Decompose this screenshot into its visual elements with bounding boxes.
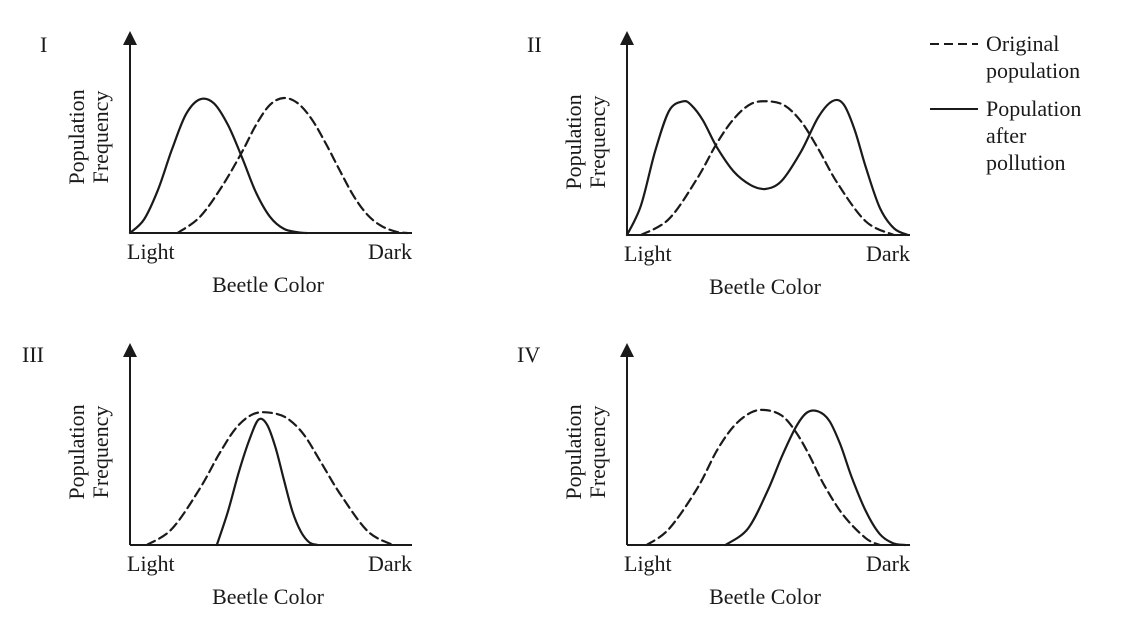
x-tick-label-dark: Dark — [368, 239, 412, 264]
x-axis-label: Beetle Color — [709, 274, 821, 299]
panel-title: IV — [517, 342, 540, 367]
legend: Original population Population after pol… — [930, 31, 1081, 175]
legend-label-line-2: after — [986, 123, 1027, 148]
x-axis-label: Beetle Color — [212, 272, 324, 297]
panel-ii: II Population Frequency Light Dark Beetl… — [527, 31, 910, 299]
y-axis-label-line-2: Frequency — [585, 96, 610, 189]
series-original-population — [176, 96, 409, 235]
y-axis-label-line-2: Frequency — [88, 406, 113, 499]
panel-title: III — [22, 342, 44, 367]
y-axis-label-line-1: Population — [561, 404, 586, 499]
x-tick-label-dark: Dark — [866, 241, 910, 266]
x-tick-label-light: Light — [624, 241, 672, 266]
panel-iii: III Population Frequency Light Dark Beet… — [22, 342, 412, 609]
x-tick-label-dark: Dark — [368, 551, 412, 576]
series-population-after-pollution — [215, 417, 319, 547]
y-axis-label-line-1: Population — [561, 94, 586, 189]
x-tick-label-light: Light — [127, 551, 175, 576]
series-population-after-pollution — [128, 97, 308, 235]
legend-label-line-1: Original — [986, 31, 1059, 56]
x-axis-label: Beetle Color — [212, 584, 324, 609]
panel-title: II — [527, 32, 542, 57]
legend-entry-population-after-pollution: Population after pollution — [930, 96, 1081, 175]
legend-label-line-1: Population — [986, 96, 1081, 121]
series-original-population — [639, 100, 896, 237]
series-original-population — [645, 408, 881, 547]
panel-title: I — [40, 32, 47, 57]
y-axis-label-line-1: Population — [64, 404, 89, 499]
panel-i: I Population Frequency Light Dark Beetle… — [40, 31, 412, 297]
y-axis-label-line-1: Population — [64, 89, 89, 184]
panel-iv: IV Population Frequency Light Dark Beetl… — [517, 342, 910, 609]
y-axis-label-line-2: Frequency — [88, 91, 113, 184]
x-tick-label-dark: Dark — [866, 551, 910, 576]
series-population-after-pollution — [724, 409, 907, 547]
x-tick-label-light: Light — [127, 239, 175, 264]
legend-label-line-2: population — [986, 58, 1080, 83]
legend-entry-original-population: Original population — [930, 31, 1080, 83]
legend-label-line-3: pollution — [986, 150, 1065, 175]
y-axis-label-line-2: Frequency — [585, 406, 610, 499]
x-axis-label: Beetle Color — [709, 584, 821, 609]
series-original-population — [145, 411, 395, 547]
series-population-after-pollution — [625, 98, 910, 237]
x-tick-label-light: Light — [624, 551, 672, 576]
